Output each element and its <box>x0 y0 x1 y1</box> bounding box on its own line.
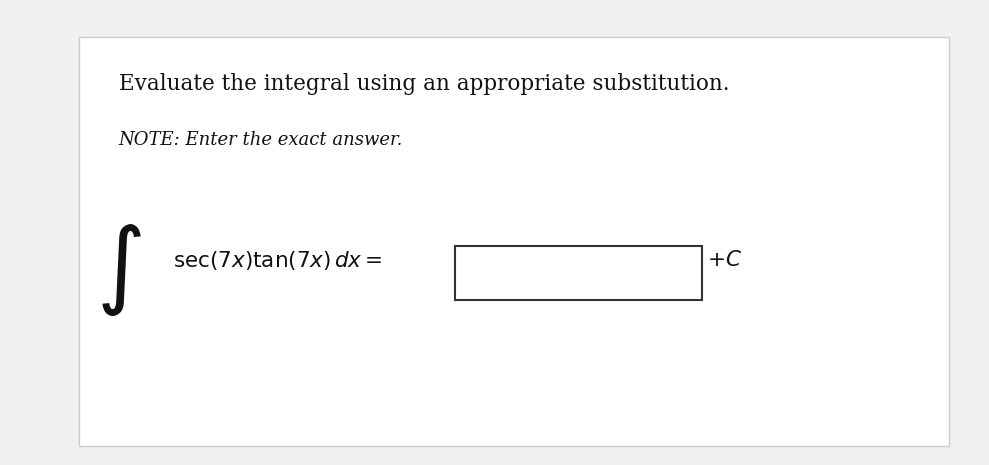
FancyBboxPatch shape <box>455 246 702 300</box>
Text: $+C$: $+C$ <box>707 249 742 272</box>
Text: Evaluate the integral using an appropriate substitution.: Evaluate the integral using an appropria… <box>119 73 729 95</box>
Text: NOTE: Enter the exact answer.: NOTE: Enter the exact answer. <box>119 131 404 148</box>
Text: $\sec(7x)\tan(7x)\,dx =$: $\sec(7x)\tan(7x)\,dx =$ <box>173 249 383 272</box>
Text: $\int$: $\int$ <box>96 222 141 318</box>
FancyBboxPatch shape <box>79 37 949 446</box>
